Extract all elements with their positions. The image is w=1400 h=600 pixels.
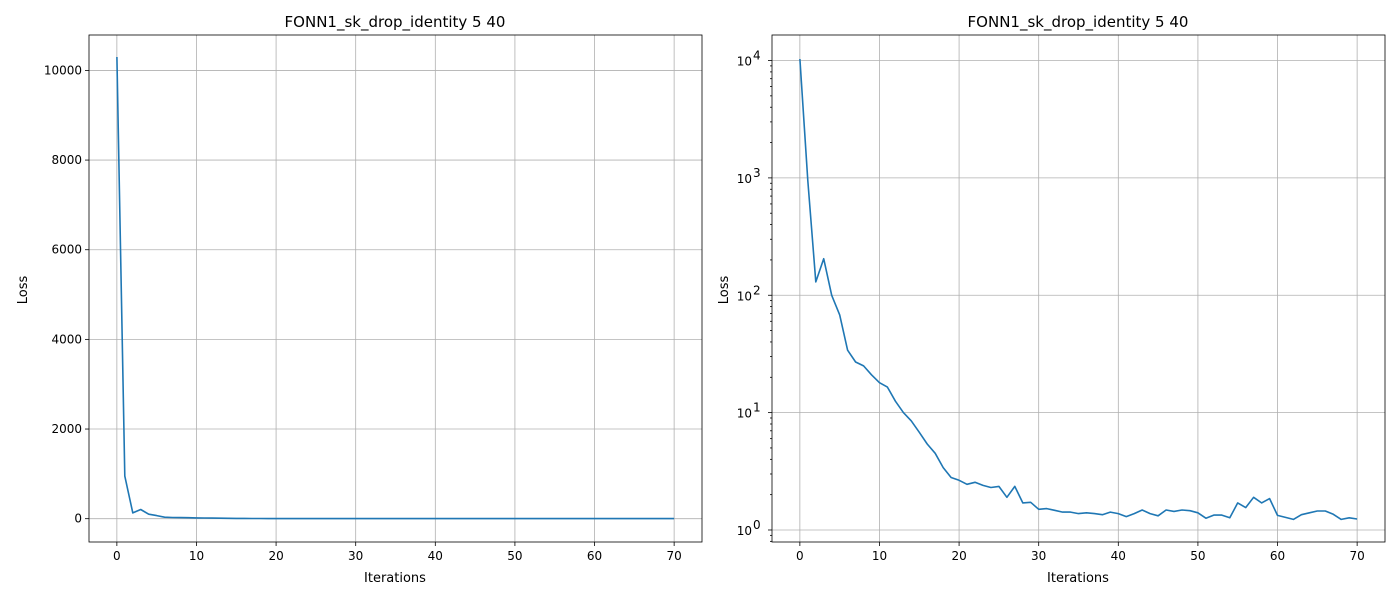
x-tick-label: 0 (113, 549, 121, 563)
x-tick-label: 40 (1111, 549, 1126, 563)
x-tick-label: 70 (1349, 549, 1364, 563)
x-tick-label: 0 (796, 549, 804, 563)
y-tick-exponent: 3 (753, 166, 761, 180)
y-tick-label: 10 (737, 172, 752, 186)
y-tick-exponent: 4 (753, 49, 761, 63)
y-tick-exponent: 2 (753, 283, 761, 297)
x-tick-label: 30 (348, 549, 363, 563)
x-tick-label: 30 (1031, 549, 1046, 563)
grid (772, 35, 1385, 542)
y-tick-label: 10 (737, 524, 752, 538)
plot-frame (88, 34, 703, 543)
x-tick-label: 70 (666, 549, 681, 563)
plot-frame (771, 34, 1386, 543)
y-tick-label: 6000 (51, 243, 82, 257)
y-tick-exponent: 1 (753, 401, 761, 415)
linear-loss-chart: FONN1_sk_drop_identity 5 40 Iterations L… (16, 13, 703, 586)
y-tick-label: 4000 (51, 332, 82, 346)
x-tick-label: 10 (872, 549, 887, 563)
loss-series-line (116, 56, 675, 520)
y-tick-exponent: 0 (753, 518, 761, 532)
y-tick-label: 8000 (51, 153, 82, 167)
y-tick-label: 10 (737, 55, 752, 69)
x-tick-label: 50 (507, 549, 522, 563)
y-tick-label: 10 (737, 289, 752, 303)
x-tick-label: 50 (1190, 549, 1205, 563)
y-tick-label: 10 (737, 407, 752, 421)
x-tick-label: 20 (268, 549, 283, 563)
chart-title: FONN1_sk_drop_identity 5 40 (285, 13, 506, 32)
x-tick-label: 40 (428, 549, 443, 563)
log-loss-chart: FONN1_sk_drop_identity 5 40 Iterations L… (717, 13, 1386, 586)
loss-series-line (799, 58, 1358, 521)
y-axis-label: Loss (717, 276, 732, 305)
y-axis-label: Loss (16, 276, 31, 305)
x-tick-label: 20 (951, 549, 966, 563)
y-tick-label: 0 (74, 512, 82, 526)
grid (89, 35, 702, 542)
x-axis-label: Iterations (364, 571, 426, 586)
y-tick-label: 2000 (51, 422, 82, 436)
y-tick-label: 10000 (44, 63, 82, 77)
chart-title: FONN1_sk_drop_identity 5 40 (968, 13, 1189, 32)
x-tick-label: 10 (189, 549, 204, 563)
x-tick-label: 60 (1270, 549, 1285, 563)
x-axis-label: Iterations (1047, 571, 1109, 586)
x-tick-label: 60 (587, 549, 602, 563)
